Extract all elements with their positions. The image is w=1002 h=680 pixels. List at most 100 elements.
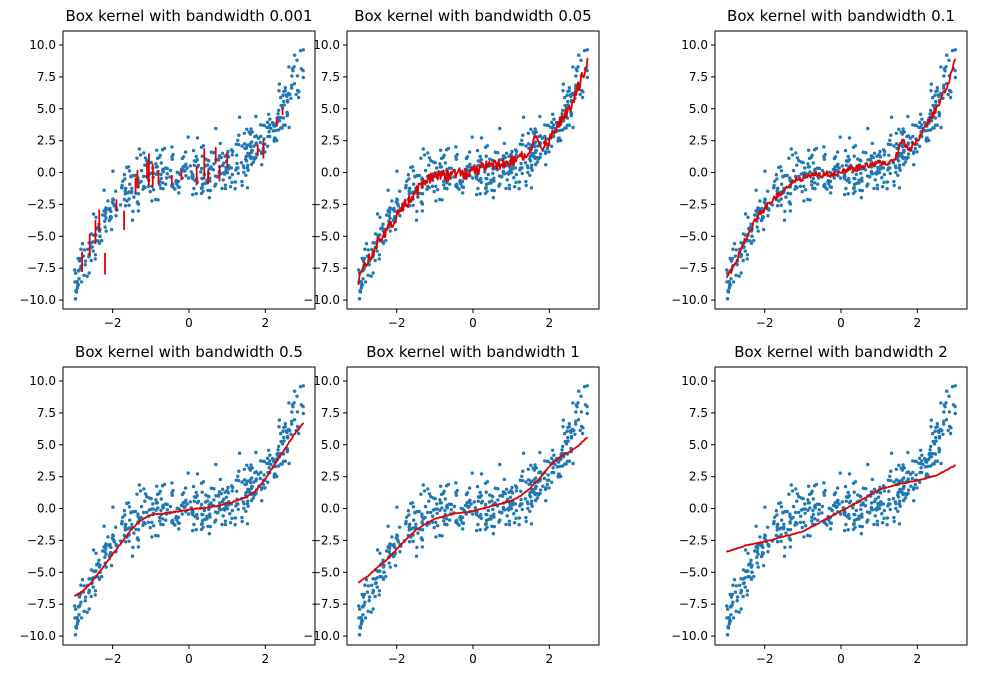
scatter-point [242, 467, 246, 471]
scatter-point [810, 153, 814, 157]
scatter-point [254, 491, 258, 496]
scatter-point [861, 150, 865, 154]
scatter-point [214, 462, 218, 467]
scatter-point [579, 88, 584, 93]
scatter-point [395, 169, 399, 173]
scatter-point [79, 600, 83, 604]
scatter-point [260, 163, 264, 167]
y-tick-label: −2.5 [679, 533, 708, 547]
scatter-point [79, 280, 84, 284]
scatter-point [191, 192, 195, 197]
scatter-point [165, 172, 169, 176]
scatter-point [478, 192, 482, 196]
scatter-point [492, 515, 496, 519]
scatter-point [755, 225, 759, 229]
scatter-point [363, 247, 367, 251]
scatter-point [816, 182, 820, 186]
scatter-point [89, 594, 93, 599]
scatter-point [502, 508, 507, 512]
scatter-point [857, 178, 861, 182]
scatter-point [947, 58, 951, 62]
scatter-point [381, 558, 385, 562]
scatter-point [135, 200, 140, 204]
scatter-point [171, 518, 175, 522]
x-tick-label: 0 [837, 316, 845, 330]
scatter-point [933, 452, 938, 456]
y-tick-label: −10.0 [19, 629, 56, 643]
scatter-point [547, 478, 551, 482]
scatter-point [476, 522, 480, 527]
scatter-point [243, 482, 247, 486]
scatter-point [540, 136, 545, 140]
scatter-point [103, 555, 107, 559]
scatter-point [564, 462, 568, 466]
scatter-point [269, 126, 273, 131]
scatter-point [530, 153, 534, 157]
scatter-point [827, 182, 831, 186]
scatter-point [154, 162, 158, 166]
scatter-point [267, 466, 271, 470]
scatter-point [512, 521, 517, 525]
scatter-point [154, 501, 159, 505]
scatter-point [427, 499, 431, 503]
scatter-point [518, 142, 522, 146]
scatter-point [162, 146, 167, 151]
scatter-point [534, 476, 538, 480]
x-tick-label: −2 [388, 652, 406, 666]
scatter-point [750, 570, 754, 574]
scatter-series [357, 48, 589, 301]
scatter-point [882, 153, 886, 157]
scatter-point [103, 219, 107, 223]
scatter-point [731, 247, 735, 251]
scatter-point [277, 425, 281, 429]
scatter-point [414, 522, 418, 526]
scatter-point [393, 227, 398, 232]
scatter-point [543, 151, 548, 156]
scatter-point [727, 280, 731, 284]
scatter-point [788, 192, 793, 196]
scatter-point [377, 257, 381, 261]
scatter-point [838, 471, 842, 475]
scatter-point [526, 467, 530, 471]
scatter-point [301, 411, 305, 416]
scatter-point [870, 477, 874, 482]
scatter-point [508, 501, 512, 506]
scatter-point [246, 168, 250, 172]
scatter-point [920, 123, 924, 127]
scatter-point [286, 427, 291, 432]
scatter-point [534, 484, 538, 489]
scatter-point [180, 156, 185, 161]
y-tick-label: 10.0 [313, 374, 340, 388]
scatter-point [799, 496, 803, 500]
scatter-point [870, 172, 875, 176]
scatter-point [223, 519, 228, 523]
scatter-point [357, 633, 362, 637]
scatter-point [221, 178, 225, 182]
scatter-point [529, 479, 534, 483]
scatter-point [942, 74, 946, 78]
scatter-point [934, 435, 938, 440]
scatter-point [731, 583, 735, 587]
scatter-point [230, 153, 234, 157]
scatter-point [249, 162, 254, 167]
scatter-point [729, 277, 733, 281]
scatter-point [484, 154, 488, 158]
scatter-point [454, 491, 458, 495]
scatter-point [816, 512, 821, 516]
scatter-point [295, 410, 300, 414]
scatter-point [249, 481, 253, 485]
scatter-point [237, 451, 242, 455]
scatter-point [222, 161, 226, 165]
scatter-point [902, 148, 906, 153]
scatter-point [412, 182, 416, 186]
scatter-point [917, 125, 921, 129]
scatter-point [141, 523, 145, 527]
scatter-point [366, 609, 370, 613]
scatter-point [200, 182, 205, 187]
scatter-point [530, 489, 534, 493]
scatter-point [484, 182, 489, 187]
scatter-point [739, 577, 743, 581]
scatter-point [741, 258, 745, 263]
scatter-point [382, 227, 386, 231]
scatter-point [795, 156, 800, 160]
